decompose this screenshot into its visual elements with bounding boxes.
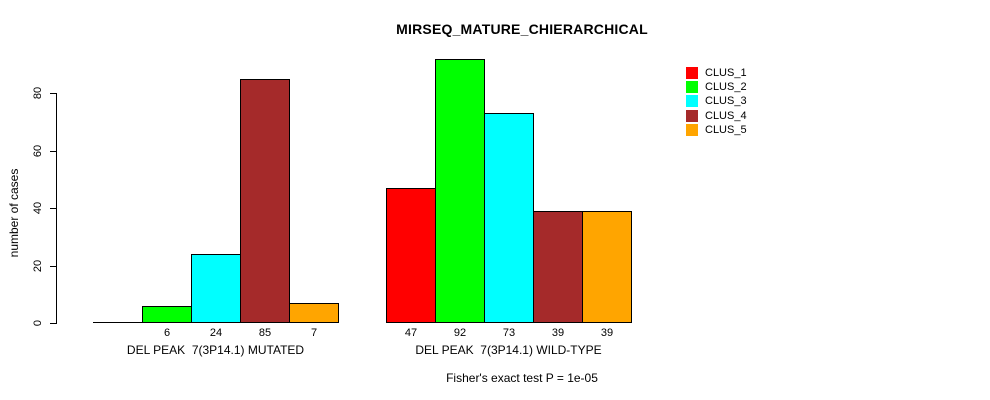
bar-value-label: 92 (453, 327, 467, 339)
y-axis-tick (50, 150, 56, 152)
chart-title: MIRSEQ_MATURE_CHIERARCHICAL (396, 21, 648, 37)
legend-item: CLUS_4 (686, 109, 747, 123)
bar-value-label: 73 (502, 327, 516, 339)
bar-clus_2 (435, 59, 485, 323)
bar-clus_3 (191, 254, 241, 323)
legend-label: CLUS_2 (705, 81, 747, 94)
bar-value-label: 7 (310, 327, 318, 339)
bar-value-label: 47 (404, 327, 418, 339)
legend-item: CLUS_5 (686, 123, 747, 137)
legend-swatch (686, 81, 698, 94)
bar-clus_3 (484, 113, 534, 323)
bar-clus_5 (582, 211, 632, 323)
y-tick-label: 60 (32, 144, 44, 157)
bar-clus_4 (240, 79, 290, 323)
footnote-text: Fisher's exact test P = 1e-05 (446, 371, 598, 385)
legend-swatch (686, 67, 698, 79)
y-tick-label: 0 (32, 319, 44, 327)
bar-value-label: 6 (163, 327, 171, 339)
bar-value-label: 24 (209, 327, 223, 339)
legend-label: CLUS_3 (705, 95, 747, 108)
y-tick-label: 40 (32, 202, 44, 215)
bar-clus_1 (93, 322, 143, 323)
bar-clus_2 (142, 306, 192, 323)
y-tick-label: 20 (32, 259, 44, 272)
bar-value-label: 85 (258, 327, 272, 339)
bar-clus_1 (386, 188, 436, 323)
legend-item: CLUS_1 (686, 66, 747, 80)
y-axis-tick (50, 265, 56, 267)
y-axis-label: number of cases (7, 168, 21, 258)
bar-value-label: 39 (551, 327, 565, 339)
legend-swatch (686, 109, 698, 122)
y-axis-tick (50, 93, 56, 95)
legend-swatch (686, 95, 698, 108)
y-axis-tick (50, 323, 56, 324)
y-axis-line (56, 93, 57, 324)
bar-value-label: 39 (600, 327, 614, 339)
legend-label: CLUS_1 (705, 67, 747, 79)
group-x-label: DEL PEAK 7(3P14.1) WILD-TYPE (415, 343, 602, 357)
group-x-label: DEL PEAK 7(3P14.1) MUTATED (126, 343, 305, 357)
legend-item: CLUS_2 (686, 80, 747, 94)
legend-swatch (686, 123, 698, 136)
bar-clus_4 (533, 211, 583, 323)
legend-item: CLUS_3 (686, 94, 747, 108)
legend-label: CLUS_5 (705, 123, 747, 136)
bar-clus_5 (289, 303, 339, 323)
y-tick-label: 80 (32, 87, 44, 100)
legend-label: CLUS_4 (705, 109, 747, 122)
y-axis-tick (50, 208, 56, 210)
